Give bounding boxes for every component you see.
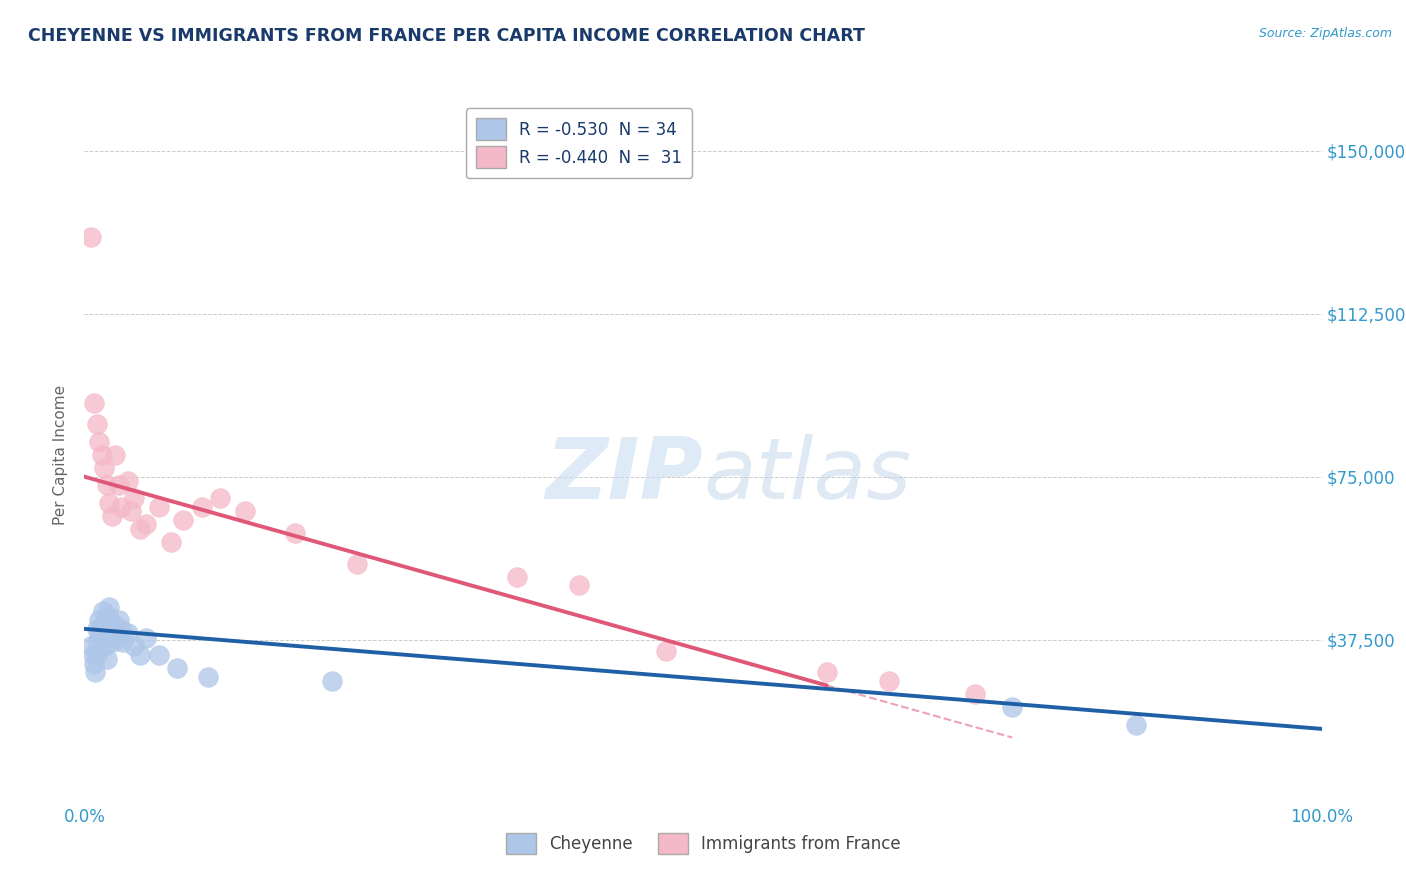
- Text: atlas: atlas: [703, 434, 911, 517]
- Text: CHEYENNE VS IMMIGRANTS FROM FRANCE PER CAPITA INCOME CORRELATION CHART: CHEYENNE VS IMMIGRANTS FROM FRANCE PER C…: [28, 27, 865, 45]
- Point: [79, 639, 101, 653]
- Point: [96, 478, 118, 492]
- Point: [97, 608, 120, 623]
- Point: [86, 648, 108, 662]
- Point: [104, 617, 127, 632]
- Point: [166, 661, 188, 675]
- Point: [96, 652, 118, 666]
- Point: [90, 448, 112, 462]
- Legend: Cheyenne, Immigrants from France: Cheyenne, Immigrants from France: [495, 822, 911, 864]
- Point: [117, 626, 139, 640]
- Point: [135, 631, 157, 645]
- Point: [82, 648, 104, 662]
- Point: [233, 504, 256, 518]
- Point: [209, 491, 232, 506]
- Point: [100, 508, 122, 523]
- Point: [86, 417, 108, 432]
- Point: [965, 687, 987, 701]
- Point: [160, 535, 183, 549]
- Text: Source: ZipAtlas.com: Source: ZipAtlas.com: [1258, 27, 1392, 40]
- Point: [1125, 717, 1147, 731]
- Point: [93, 461, 115, 475]
- Point: [98, 600, 121, 615]
- Point: [89, 626, 111, 640]
- Point: [83, 657, 105, 671]
- Point: [568, 578, 591, 592]
- Point: [98, 613, 121, 627]
- Point: [135, 517, 157, 532]
- Text: ZIP: ZIP: [546, 434, 703, 517]
- Y-axis label: Per Capita Income: Per Capita Income: [53, 384, 69, 525]
- Point: [148, 500, 170, 514]
- Point: [89, 613, 111, 627]
- Point: [79, 230, 101, 244]
- Point: [117, 474, 139, 488]
- Point: [172, 513, 194, 527]
- Point: [129, 648, 152, 662]
- Point: [100, 626, 122, 640]
- Point: [84, 665, 107, 680]
- Point: [93, 631, 115, 645]
- Point: [129, 522, 152, 536]
- Point: [86, 622, 108, 636]
- Point: [104, 448, 127, 462]
- Point: [148, 648, 170, 662]
- Point: [101, 635, 124, 649]
- Point: [98, 496, 121, 510]
- Point: [284, 526, 307, 541]
- Point: [108, 613, 131, 627]
- Point: [877, 674, 900, 689]
- Point: [83, 396, 105, 410]
- Point: [655, 643, 678, 657]
- Point: [346, 557, 368, 571]
- Point: [86, 635, 108, 649]
- Point: [94, 639, 117, 653]
- Point: [111, 635, 134, 649]
- Point: [89, 434, 111, 449]
- Point: [110, 622, 132, 636]
- Point: [108, 478, 131, 492]
- Point: [110, 500, 132, 514]
- Point: [91, 605, 114, 619]
- Point: [506, 570, 529, 584]
- Point: [105, 631, 128, 645]
- Point: [122, 491, 145, 506]
- Point: [815, 665, 838, 680]
- Point: [120, 504, 142, 518]
- Point: [1001, 700, 1024, 714]
- Point: [122, 639, 145, 653]
- Point: [91, 617, 114, 632]
- Point: [191, 500, 214, 514]
- Point: [197, 670, 219, 684]
- Point: [321, 674, 343, 689]
